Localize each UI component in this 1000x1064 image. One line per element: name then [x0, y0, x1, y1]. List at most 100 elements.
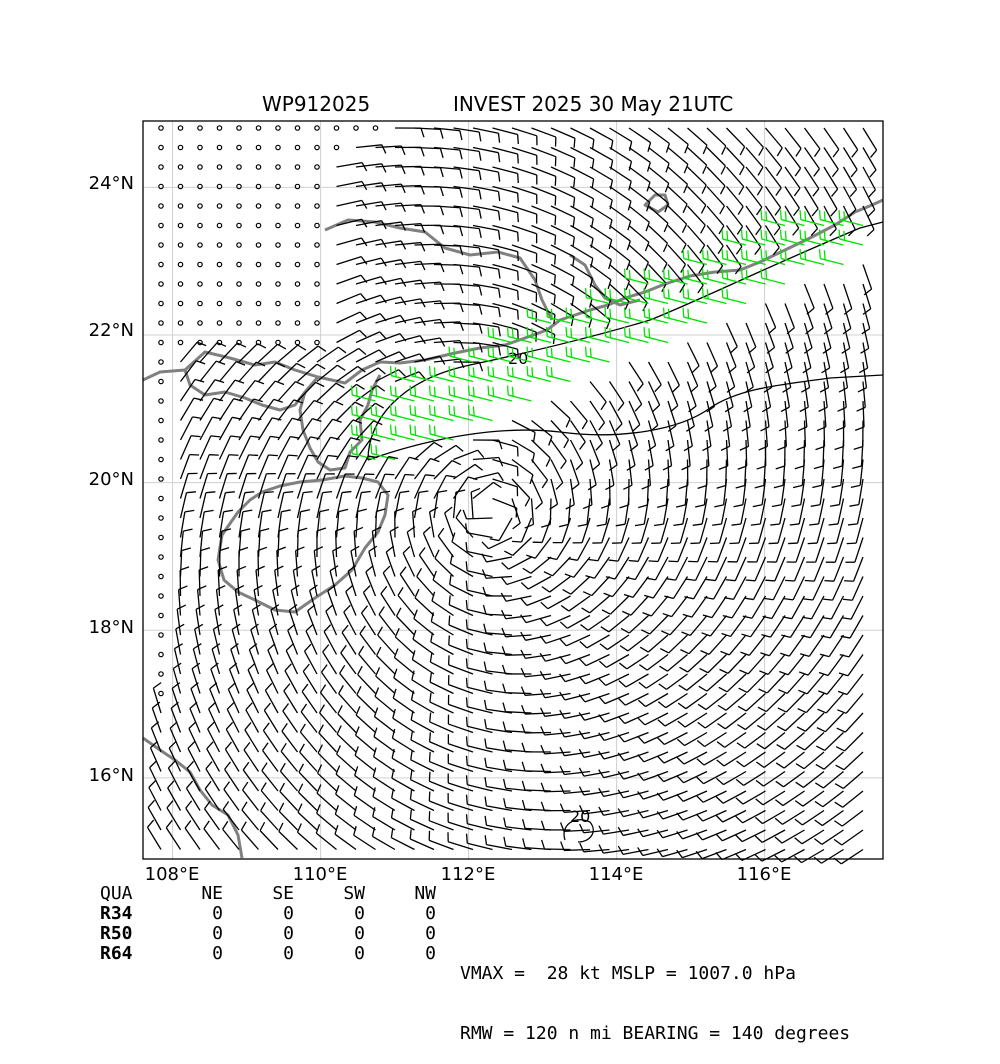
wind-barb — [376, 474, 395, 498]
wind-barb — [619, 674, 649, 687]
wind-barb — [284, 684, 298, 713]
wind-barb — [755, 830, 785, 842]
wind-barb — [484, 681, 512, 694]
calm-marker — [315, 126, 319, 130]
wind-barb — [395, 243, 425, 252]
wind-barb — [356, 164, 386, 173]
wind-barb — [200, 492, 215, 518]
stats-vmax-mslp: VMAX = 28 kt MSLP = 1007.0 hPa — [460, 964, 850, 984]
wind-barb — [629, 382, 642, 412]
wind-barb — [629, 538, 649, 562]
wind-barb — [415, 475, 435, 499]
wind-barb — [579, 731, 609, 739]
wind-barb — [467, 834, 493, 850]
wind-barb — [502, 557, 532, 569]
wind-barb — [395, 457, 418, 479]
wind-barb — [374, 728, 395, 752]
wind-barb — [415, 167, 444, 177]
wind-barb — [610, 187, 631, 211]
wind-barb — [512, 440, 534, 463]
wind-barb — [429, 792, 453, 811]
calm-marker — [159, 301, 163, 305]
calm-marker — [256, 126, 260, 130]
wind-barb — [600, 635, 629, 650]
wind-barb — [330, 566, 338, 596]
wind-barb — [788, 518, 804, 544]
wind-barb — [716, 811, 746, 822]
wind-barb — [599, 655, 629, 668]
calm-marker — [295, 223, 299, 227]
wind-barb — [844, 128, 858, 157]
wind-barb — [707, 245, 723, 274]
calm-marker — [159, 399, 163, 403]
wind-barb — [181, 473, 198, 498]
wind-barb — [259, 492, 274, 518]
wind-barb — [862, 304, 870, 334]
wind-barb — [239, 474, 256, 499]
wind-barb — [434, 226, 462, 237]
wind-barb — [676, 479, 687, 507]
wind-barb — [473, 226, 500, 240]
wind-barb — [590, 226, 612, 249]
wind-barb — [175, 644, 183, 674]
wind-barb — [168, 781, 181, 811]
wind-barb — [473, 206, 500, 220]
lon-tick-110: 110°E — [280, 864, 360, 885]
wind-barb — [473, 482, 501, 498]
r50-se: 0 — [223, 924, 294, 944]
wind-barb — [198, 586, 207, 616]
calm-marker — [256, 282, 260, 286]
wind-barb — [267, 663, 278, 693]
wind-barb — [200, 380, 224, 401]
wind-barb — [473, 128, 500, 143]
wind-barb — [839, 655, 863, 676]
wind-barb — [200, 473, 217, 498]
wind-barb — [467, 736, 493, 752]
calm-marker — [159, 126, 163, 130]
calm-marker — [159, 496, 163, 500]
wind-barb — [707, 343, 717, 373]
wind-barb — [512, 265, 537, 283]
wind-barb — [816, 421, 825, 450]
contour-label-south: 20 — [570, 807, 590, 826]
calm-marker — [159, 340, 163, 344]
calm-marker — [159, 535, 163, 539]
wind-barb — [448, 715, 473, 733]
wind-barb — [454, 284, 482, 296]
calm-marker — [159, 184, 163, 188]
wind-barb — [282, 723, 298, 752]
calm-marker — [159, 691, 163, 695]
calm-marker — [159, 516, 163, 520]
wind-barb-strong — [839, 210, 863, 225]
wind-barb — [696, 830, 726, 840]
wind-barb — [639, 674, 668, 688]
wind-barb — [430, 507, 438, 537]
wind-barb — [466, 697, 492, 713]
wind-barb — [454, 304, 482, 315]
wind-barb — [512, 284, 536, 302]
wind-barb — [746, 557, 766, 581]
wind-barb — [824, 128, 839, 157]
wind-barb — [805, 187, 819, 216]
wind-barb — [200, 529, 212, 557]
wind-barb — [663, 596, 688, 617]
wind-barb — [834, 811, 863, 827]
wind-barb — [512, 128, 537, 145]
wind-barb — [448, 813, 473, 830]
wind-barb-strong — [722, 288, 746, 303]
wind-barb — [493, 304, 519, 320]
wind-barb — [429, 752, 453, 771]
wind-barb — [579, 712, 609, 720]
wind-barb — [618, 790, 648, 798]
wind-barb — [716, 791, 746, 803]
wind-barb — [616, 499, 629, 526]
wind-barb — [376, 203, 406, 212]
wind-barb — [226, 722, 239, 752]
calm-marker — [178, 184, 182, 188]
wind-barb — [181, 548, 191, 577]
graticule — [143, 121, 883, 859]
wind-barb — [490, 518, 512, 541]
wind-barb — [502, 610, 532, 619]
wind-barb — [845, 538, 863, 563]
wind-barb — [168, 761, 180, 791]
